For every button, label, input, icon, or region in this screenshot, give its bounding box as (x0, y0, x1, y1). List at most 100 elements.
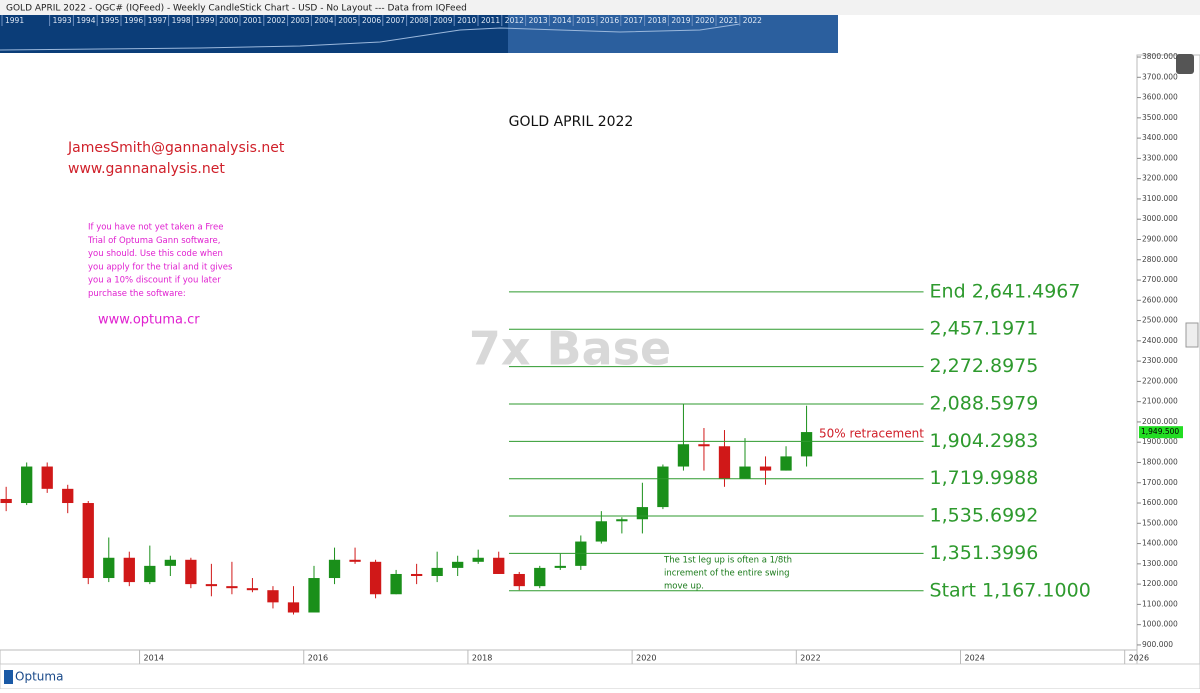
candle-body (390, 573, 402, 595)
panel-toggle[interactable] (1185, 322, 1199, 348)
candle-body (144, 565, 156, 583)
y-tick-label: 2000.000 (1142, 417, 1178, 426)
candle-body (657, 466, 669, 508)
candle-body (41, 466, 53, 489)
y-tick-label: 1300.000 (1142, 559, 1178, 568)
y-tick-label: 3000.000 (1142, 214, 1178, 223)
navigator-year: 2014 (552, 16, 571, 25)
navigator-year: 2015 (576, 16, 595, 25)
gann-level-label: End 2,641.4967 (930, 280, 1081, 302)
candle-body (123, 557, 135, 583)
navigator-year: 2011 (481, 16, 500, 25)
navigator-year: 1995 (100, 16, 119, 25)
y-tick-label: 3300.000 (1142, 153, 1178, 162)
y-tick-label: 2700.000 (1142, 275, 1178, 284)
promo-line: purchase the software: (88, 289, 186, 299)
note-line: increment of the entire swing (664, 569, 790, 579)
candle-body (349, 559, 361, 562)
navigator-year: 2006 (362, 16, 381, 25)
candle-body (82, 503, 94, 579)
promo-line: Trial of Optuma Gann software, (87, 236, 220, 246)
navigator-year: 2008 (410, 16, 429, 25)
x-tick-label: 2018 (472, 654, 492, 663)
lock-button[interactable] (1176, 54, 1194, 74)
candle-body (554, 565, 566, 568)
navigator-year: 2021 (719, 16, 738, 25)
navigator-year: 2012 (505, 16, 524, 25)
navigator-year: 2005 (338, 16, 357, 25)
x-tick-label: 2014 (144, 654, 164, 663)
y-tick-label: 900.000 (1142, 640, 1173, 649)
y-tick-label: 3200.000 (1142, 174, 1178, 183)
candle-body (62, 488, 74, 504)
promo-line: If you have not yet taken a Free (88, 223, 223, 233)
candle-body (308, 578, 320, 613)
candle-body (267, 590, 279, 603)
retracement-label: 50% retracement (819, 427, 924, 441)
y-tick-label: 2100.000 (1142, 397, 1178, 406)
candle-body (472, 557, 484, 562)
x-tick-label: 2024 (964, 654, 984, 663)
candle-body (21, 466, 33, 504)
candle-body (369, 561, 382, 595)
navigator-year: 2010 (457, 16, 476, 25)
y-tick-label: 3500.000 (1142, 113, 1178, 122)
y-tick-label: 1100.000 (1142, 599, 1178, 608)
navigator-year: 2013 (529, 16, 548, 25)
gann-level-label: 2,088.5979 (930, 392, 1039, 414)
y-tick-label: 1700.000 (1142, 478, 1178, 487)
y-tick-label: 2200.000 (1142, 376, 1178, 385)
candle-body (698, 444, 710, 447)
navigator-year: 2016 (600, 16, 619, 25)
navigator-year: 1999 (195, 16, 214, 25)
navigator-year: 2017 (624, 16, 643, 25)
navigator-year: 2001 (243, 16, 262, 25)
chart-title: GOLD APRIL 2022 (509, 114, 634, 130)
y-tick-label: 1600.000 (1142, 498, 1178, 507)
navigator-year: 2004 (314, 16, 333, 25)
brand: Optuma (15, 670, 63, 684)
candle-body (718, 446, 731, 479)
candle-body (636, 507, 649, 520)
candle-body (287, 602, 300, 613)
last-price-label: 1,949.500 (1141, 427, 1179, 436)
x-tick-label: 2022 (800, 654, 820, 663)
x-tick-label: 2026 (1129, 654, 1149, 663)
navigator-year: 1998 (172, 16, 191, 25)
navigator-year: 2009 (433, 16, 452, 25)
navigator-year: 1994 (76, 16, 95, 25)
navigator-year: 2020 (695, 16, 714, 25)
navigator-years: 1991 1993 1994 1995 1996 1997 1998 1999 2000 2001… (1, 15, 762, 26)
y-tick-label: 2900.000 (1142, 234, 1178, 243)
y-tick-label: 2300.000 (1142, 356, 1178, 365)
candle-body (185, 559, 197, 585)
promo-line: you should. Use this code when (88, 249, 223, 259)
note-line: move up. (664, 582, 704, 592)
y-tick-label: 2400.000 (1142, 336, 1178, 345)
navigator-window[interactable] (508, 15, 838, 53)
gann-level-label: 2,457.1971 (930, 318, 1039, 340)
y-tick-label: 1400.000 (1142, 539, 1178, 548)
candle-body (759, 466, 772, 471)
window-title: GOLD APRIL 2022 - QGC# (IQFeed) - Weekly… (6, 4, 467, 14)
y-tick-label: 1000.000 (1142, 620, 1178, 629)
candle-body (780, 456, 792, 471)
y-tick-label: 3600.000 (1142, 93, 1178, 102)
gann-level-label: 1,719.9988 (930, 467, 1039, 489)
navigator-year: 2022 (743, 16, 762, 25)
candle-body (0, 498, 12, 504)
y-tick-label: 3100.000 (1142, 194, 1178, 203)
header-bar (0, 0, 1200, 15)
y-tick-label: 3800.000 (1142, 52, 1178, 61)
y-tick-label: 1500.000 (1142, 518, 1178, 527)
candle-body (800, 432, 813, 457)
promo-link[interactable]: www.optuma.cr (98, 313, 200, 328)
last-price-box (1139, 426, 1183, 439)
candle-body (103, 557, 115, 579)
navigator-year: 2019 (671, 16, 690, 25)
candle-body (493, 557, 505, 574)
promo-line: you a 10% discount if you later (88, 276, 221, 286)
navigator-year: 1991 (5, 16, 24, 25)
